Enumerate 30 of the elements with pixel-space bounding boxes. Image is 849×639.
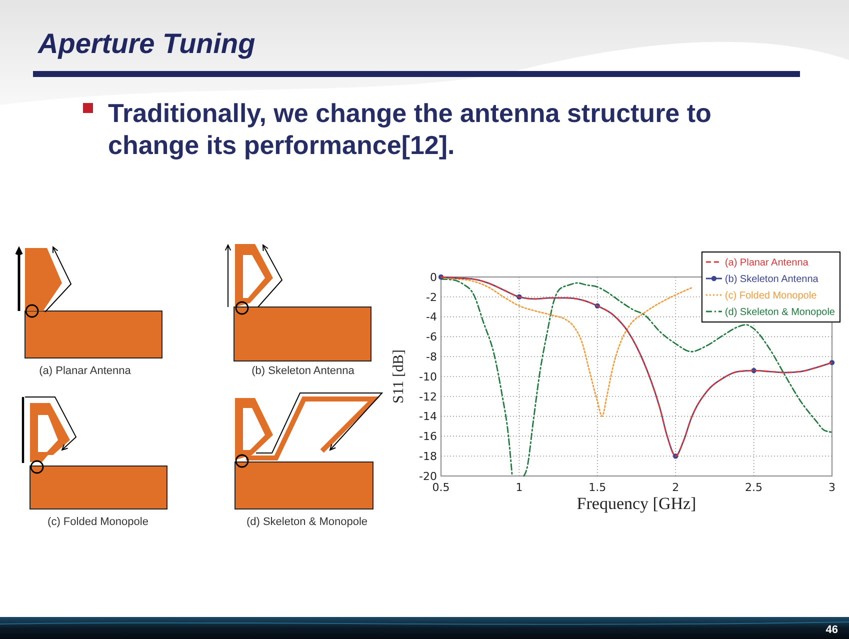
text: Aperture Tuning <box>37 28 256 59</box>
x-tick-label: 2 <box>672 481 680 494</box>
legend-label: (b) Skeleton Antenna <box>724 274 819 285</box>
y-tick-label: -10 <box>419 370 437 384</box>
text: (d) Skeleton & Monopole <box>246 516 368 528</box>
text: (a) Planar Antenna <box>39 365 132 377</box>
legend-label: (d) Skeleton & Monopole <box>724 307 836 318</box>
x-tick-label: 1 <box>516 481 523 494</box>
text: 46 <box>826 624 838 636</box>
y-tick-label: -12 <box>419 390 437 404</box>
y-tick-label: -18 <box>419 450 437 463</box>
x-tick-label: 1.5 <box>588 481 606 494</box>
y-tick-label: -4 <box>426 310 437 324</box>
legend-label: (c) Folded Monopole <box>724 290 818 302</box>
x-tick-label: 2.5 <box>745 481 763 494</box>
y-tick-label: -14 <box>419 410 437 424</box>
y-tick-label: -20 <box>419 470 437 483</box>
text: (c) Folded Monopole <box>48 516 148 528</box>
y-tick-label: -2 <box>426 290 437 304</box>
x-axis-title: Frequency [GHz] <box>576 494 696 513</box>
legend-label: (a) Planar Antenna <box>724 258 809 268</box>
y-tick-label: -6 <box>426 330 437 344</box>
y-tick-label: -16 <box>419 430 437 444</box>
x-tick-label: 3 <box>828 481 836 494</box>
chart-subtitle: Traditionally, we change the antenna structure to change its performance[12]. <box>108 98 712 160</box>
text: (b) Skeleton Antenna <box>252 365 356 377</box>
y-tick-label: -8 <box>426 350 437 364</box>
y-tick-label: 0 <box>430 270 437 284</box>
y-axis-title: S11 [dB] <box>391 349 407 404</box>
x-tick-label: 0.5 <box>432 481 450 494</box>
